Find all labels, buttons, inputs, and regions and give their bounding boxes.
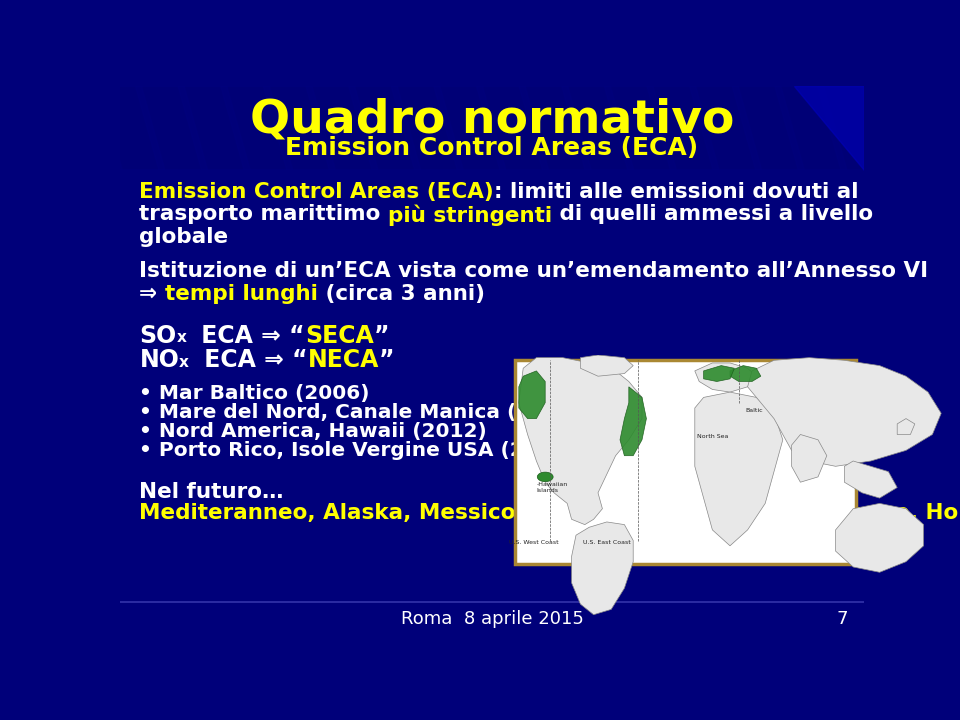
Polygon shape <box>50 86 207 169</box>
Polygon shape <box>898 418 915 434</box>
Text: Nel futuro…: Nel futuro… <box>139 482 284 502</box>
Polygon shape <box>845 461 898 498</box>
Text: North Sea: North Sea <box>697 434 728 439</box>
Text: di quelli ammessi a livello: di quelli ammessi a livello <box>552 204 874 224</box>
Polygon shape <box>519 86 676 169</box>
Text: • Nord America, Hawaii (2012): • Nord America, Hawaii (2012) <box>139 422 487 441</box>
Text: ”: ” <box>379 348 395 372</box>
Text: ⇒: ⇒ <box>139 284 165 304</box>
Text: trasporto marittimo: trasporto marittimo <box>139 204 388 224</box>
FancyBboxPatch shape <box>516 360 856 564</box>
Text: • Mare del Nord, Canale Manica (2007): • Mare del Nord, Canale Manica (2007) <box>139 403 582 422</box>
Polygon shape <box>695 392 782 546</box>
Text: Istituzione di un’ECA vista come un’emendamento all’Annesso VI: Istituzione di un’ECA vista come un’emen… <box>139 261 928 282</box>
Text: Mediteranneo, Alaska, Messico, Giappone, Australia, Singapore, Hong Kong…: Mediteranneo, Alaska, Messico, Giappone,… <box>139 503 960 523</box>
Polygon shape <box>93 86 250 169</box>
Text: NECA: NECA <box>307 348 379 372</box>
Text: Emission Control Areas (ECA): Emission Control Areas (ECA) <box>139 182 494 202</box>
Text: -Hawaiian
Islands: -Hawaiian Islands <box>537 482 567 493</box>
Text: Quadro normativo: Quadro normativo <box>250 97 734 142</box>
Text: • Mar Baltico (2006): • Mar Baltico (2006) <box>139 384 370 402</box>
Polygon shape <box>306 86 463 169</box>
Polygon shape <box>732 86 889 169</box>
Text: ECA ⇒ “: ECA ⇒ “ <box>193 323 305 348</box>
Polygon shape <box>135 86 293 169</box>
Text: 7: 7 <box>837 610 849 628</box>
Polygon shape <box>704 366 734 382</box>
Text: x: x <box>180 355 189 370</box>
Text: globale: globale <box>139 227 228 246</box>
Text: • Porto Rico, Isole Vergine USA (2014): • Porto Rico, Isole Vergine USA (2014) <box>139 441 575 460</box>
Polygon shape <box>695 363 756 392</box>
Polygon shape <box>775 86 932 169</box>
Text: : limiti alle emissioni dovuti al: : limiti alle emissioni dovuti al <box>494 182 858 202</box>
Text: ”: ” <box>373 323 390 348</box>
FancyBboxPatch shape <box>120 86 864 169</box>
Polygon shape <box>263 86 420 169</box>
Polygon shape <box>434 86 591 169</box>
Polygon shape <box>0 86 122 169</box>
Polygon shape <box>860 86 960 169</box>
Polygon shape <box>794 86 864 169</box>
Polygon shape <box>730 366 760 382</box>
Polygon shape <box>518 358 642 525</box>
Polygon shape <box>792 434 827 482</box>
Text: ECA ⇒ “: ECA ⇒ “ <box>196 348 307 372</box>
Text: Baltic: Baltic <box>745 408 763 413</box>
Text: x: x <box>177 330 186 346</box>
Text: NO: NO <box>139 348 180 372</box>
Text: U.S. West Coast: U.S. West Coast <box>510 541 559 546</box>
Polygon shape <box>581 355 634 376</box>
Polygon shape <box>902 86 960 169</box>
Polygon shape <box>392 86 548 169</box>
Polygon shape <box>476 86 634 169</box>
Polygon shape <box>946 86 960 169</box>
Polygon shape <box>348 86 506 169</box>
Polygon shape <box>571 522 634 615</box>
Polygon shape <box>8 86 165 169</box>
Text: SECA: SECA <box>305 323 373 348</box>
Text: Emission Control Areas (ECA): Emission Control Areas (ECA) <box>285 137 699 161</box>
Polygon shape <box>221 86 378 169</box>
Polygon shape <box>605 86 761 169</box>
Polygon shape <box>179 86 335 169</box>
Text: (circa 3 anni): (circa 3 anni) <box>318 284 485 304</box>
Polygon shape <box>818 86 960 169</box>
Polygon shape <box>620 387 646 456</box>
Text: SO: SO <box>139 323 177 348</box>
Text: tempi lunghi: tempi lunghi <box>165 284 318 304</box>
Polygon shape <box>835 503 924 572</box>
Polygon shape <box>562 86 719 169</box>
Polygon shape <box>748 358 941 467</box>
Text: Roma  8 aprile 2015: Roma 8 aprile 2015 <box>400 610 584 628</box>
Text: più stringenti: più stringenti <box>388 204 552 225</box>
Circle shape <box>538 472 553 482</box>
Polygon shape <box>689 86 847 169</box>
Polygon shape <box>518 371 545 418</box>
Text: U.S. East Coast: U.S. East Coast <box>583 541 631 546</box>
Polygon shape <box>647 86 804 169</box>
